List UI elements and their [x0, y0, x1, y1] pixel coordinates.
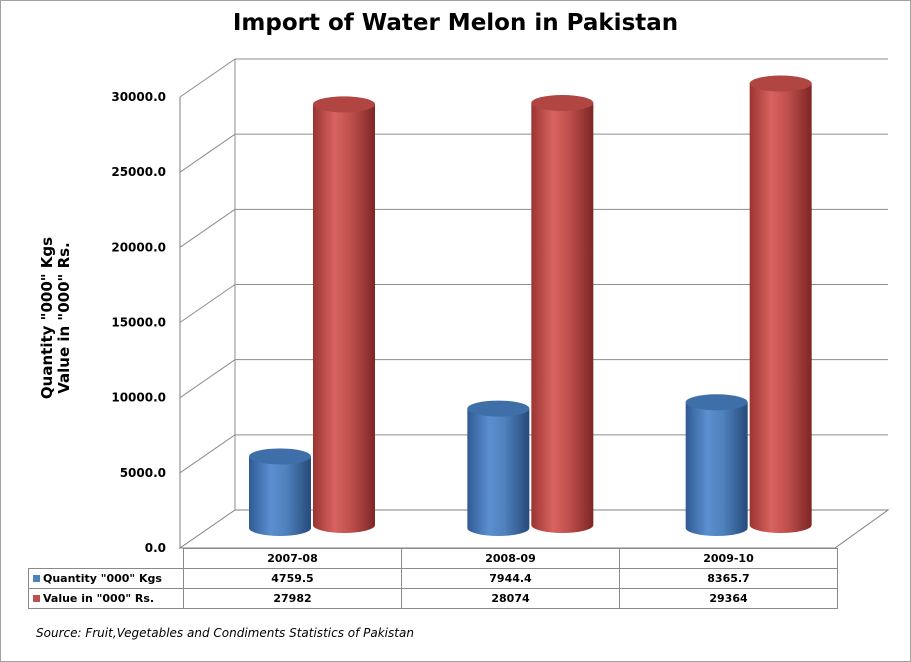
legend-entry-value: Value in "000" Rs. [28, 588, 184, 609]
legend-entry-quantity: Quantity "000" Kgs [28, 568, 184, 589]
data-table-row: Value in "000" Rs. 27982 28074 29364 [28, 588, 838, 609]
bar-quantity-2007-08 [249, 448, 311, 536]
y-tick-label: 25000.0 [111, 165, 166, 179]
data-value-cell: 7944.4 [401, 568, 620, 589]
bar-body [249, 456, 311, 536]
bar-value-2009-10 [749, 75, 812, 533]
gridline-diagonal [179, 359, 236, 399]
legend-swatch-blue [33, 575, 40, 582]
category-label: 2007-08 [183, 548, 402, 569]
bar-value-2008-09 [531, 94, 594, 534]
data-table: 2007-08 2008-09 2009-10 Quantity "000" K… [28, 548, 838, 609]
bars-layer [249, 75, 812, 536]
data-table-corner [28, 548, 184, 569]
bar-top [685, 394, 748, 411]
gridline-diagonal [179, 284, 236, 323]
y-tick-label: 10000.0 [111, 391, 166, 405]
category-label: 2008-09 [401, 548, 620, 569]
data-value-cell: 28074 [401, 588, 620, 609]
y-tick-label: 15000.0 [111, 316, 166, 330]
source-note: Source: Fruit,Vegetables and Condiments … [36, 626, 414, 640]
bar-body [685, 402, 748, 536]
legend-swatch-red [33, 595, 40, 602]
bar-top [313, 96, 375, 113]
legend-label: Quantity "000" Kgs [43, 572, 162, 585]
legend-label: Value in "000" Rs. [43, 592, 155, 605]
data-value-cell: 29364 [619, 588, 838, 609]
bar-body [467, 408, 530, 536]
chart-title: Import of Water Melon in Pakistan [232, 10, 679, 36]
gridline-diagonal [179, 133, 236, 173]
category-label: 2009-10 [619, 548, 838, 569]
data-value-cell: 4759.5 [183, 568, 402, 589]
gridline-diagonal [179, 58, 236, 98]
gridline-diagonal [179, 434, 236, 474]
data-value-cell: 27982 [183, 588, 402, 609]
bar-body [531, 102, 594, 534]
data-table-row: Quantity "000" Kgs 4759.5 7944.4 8365.7 [28, 568, 838, 589]
bar-body [313, 104, 375, 533]
y-tick-label: 30000.0 [111, 90, 166, 104]
bar-quantity-2008-09 [467, 400, 530, 536]
bar-value-2007-08 [313, 96, 375, 533]
data-value-cell: 8365.7 [619, 568, 838, 589]
bar-top [749, 75, 812, 92]
y-tick-labels: 0.05000.010000.015000.020000.025000.0300… [111, 90, 166, 555]
bar-top [467, 400, 530, 417]
y-tick-label: 20000.0 [111, 240, 166, 254]
bar-body [749, 83, 812, 533]
y-tick-label: 5000.0 [120, 466, 166, 480]
bar-quantity-2009-10 [685, 394, 748, 536]
bar-top [249, 448, 311, 465]
data-table-header-row: 2007-08 2008-09 2009-10 [28, 548, 838, 569]
gridline-diagonal [179, 208, 236, 248]
bar-top [531, 94, 594, 111]
